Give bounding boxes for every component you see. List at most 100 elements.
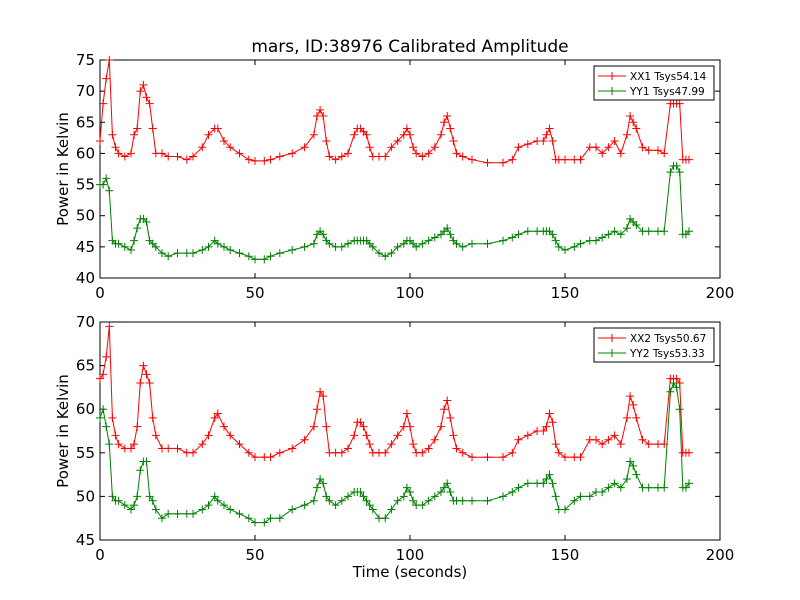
data-point [365, 440, 374, 449]
data-point [561, 453, 569, 462]
y-tick-label: 40 [76, 269, 95, 287]
data-point [111, 431, 120, 440]
data-point [483, 496, 492, 505]
data-point [468, 239, 476, 248]
data-point [319, 392, 328, 401]
data-point [610, 431, 619, 440]
data-point [173, 249, 182, 258]
data-point [164, 509, 173, 518]
data-point [136, 466, 145, 475]
data-point [452, 149, 461, 158]
data-point [105, 440, 114, 449]
data-point [368, 505, 377, 514]
data-point [151, 431, 160, 440]
y-axis-label: Power in Kelvin [54, 112, 72, 226]
data-point [99, 370, 108, 379]
data-point [424, 444, 433, 453]
data-point [365, 143, 374, 152]
data-point [449, 431, 458, 440]
data-point [644, 440, 653, 449]
data-point [350, 431, 359, 440]
data-point [570, 242, 579, 251]
data-point [393, 496, 402, 505]
data-point [468, 155, 476, 164]
data-point [483, 158, 492, 167]
data-point [350, 130, 359, 139]
data-point [133, 124, 142, 133]
data-point [402, 124, 411, 133]
data-point [244, 155, 253, 164]
data-point [443, 396, 452, 405]
data-point [213, 409, 222, 418]
data-point [189, 509, 197, 518]
data-point [483, 453, 492, 462]
data-point [235, 249, 244, 258]
data-point [632, 470, 641, 479]
data-point [523, 227, 532, 236]
data-point [226, 245, 235, 254]
legend-marker-plus-icon [608, 87, 616, 95]
data-point [337, 496, 346, 505]
data-point [446, 230, 455, 239]
data-point [554, 242, 563, 251]
data-point [260, 518, 269, 527]
data-point [204, 501, 213, 510]
data-point [561, 505, 569, 514]
data-point [322, 492, 331, 501]
data-point [213, 239, 222, 248]
data-point [198, 440, 207, 449]
x-tick-label: 0 [95, 284, 105, 302]
x-tick-label: 200 [706, 546, 735, 564]
data-point [133, 492, 142, 501]
data-point [142, 93, 151, 102]
data-point [226, 505, 235, 514]
data-point [244, 252, 253, 261]
data-point [251, 156, 259, 165]
y-tick-label: 75 [76, 51, 95, 69]
data-point [406, 130, 414, 139]
data-point [198, 505, 207, 514]
series-1 [96, 322, 693, 462]
data-point [99, 180, 108, 189]
data-point [592, 435, 600, 444]
data-point [337, 448, 346, 457]
data-point [300, 143, 309, 152]
data-point [368, 242, 377, 251]
data-point [548, 479, 557, 488]
data-point [130, 501, 139, 510]
data-point [626, 112, 635, 121]
data-point [542, 130, 551, 139]
data-point [142, 457, 151, 466]
data-point [158, 149, 166, 158]
data-point [623, 474, 631, 483]
data-point [356, 418, 365, 427]
y-axis-label: Power in Kelvin [54, 374, 72, 488]
data-point [288, 245, 297, 254]
data-point [244, 514, 253, 523]
y-tick-label: 55 [76, 176, 95, 194]
data-point [440, 483, 449, 492]
data-point [139, 361, 148, 370]
data-point [387, 249, 396, 258]
data-point [275, 152, 284, 161]
data-point [319, 230, 328, 239]
data-point [616, 483, 625, 492]
data-point [365, 501, 374, 510]
data-point [133, 224, 142, 233]
data-point [508, 448, 517, 457]
data-point [130, 440, 139, 449]
data-point [660, 483, 669, 492]
x-tick-label: 100 [396, 546, 425, 564]
data-point [151, 242, 160, 251]
data-point [148, 413, 157, 422]
data-point [120, 501, 129, 510]
data-point [158, 249, 166, 258]
data-point [139, 80, 148, 89]
data-point [108, 130, 117, 139]
data-point [554, 448, 563, 457]
data-point [672, 161, 681, 170]
x-tick-label: 100 [396, 284, 425, 302]
series-line [100, 165, 690, 260]
legend-marker-plus-icon [608, 349, 616, 357]
data-point [145, 99, 154, 108]
